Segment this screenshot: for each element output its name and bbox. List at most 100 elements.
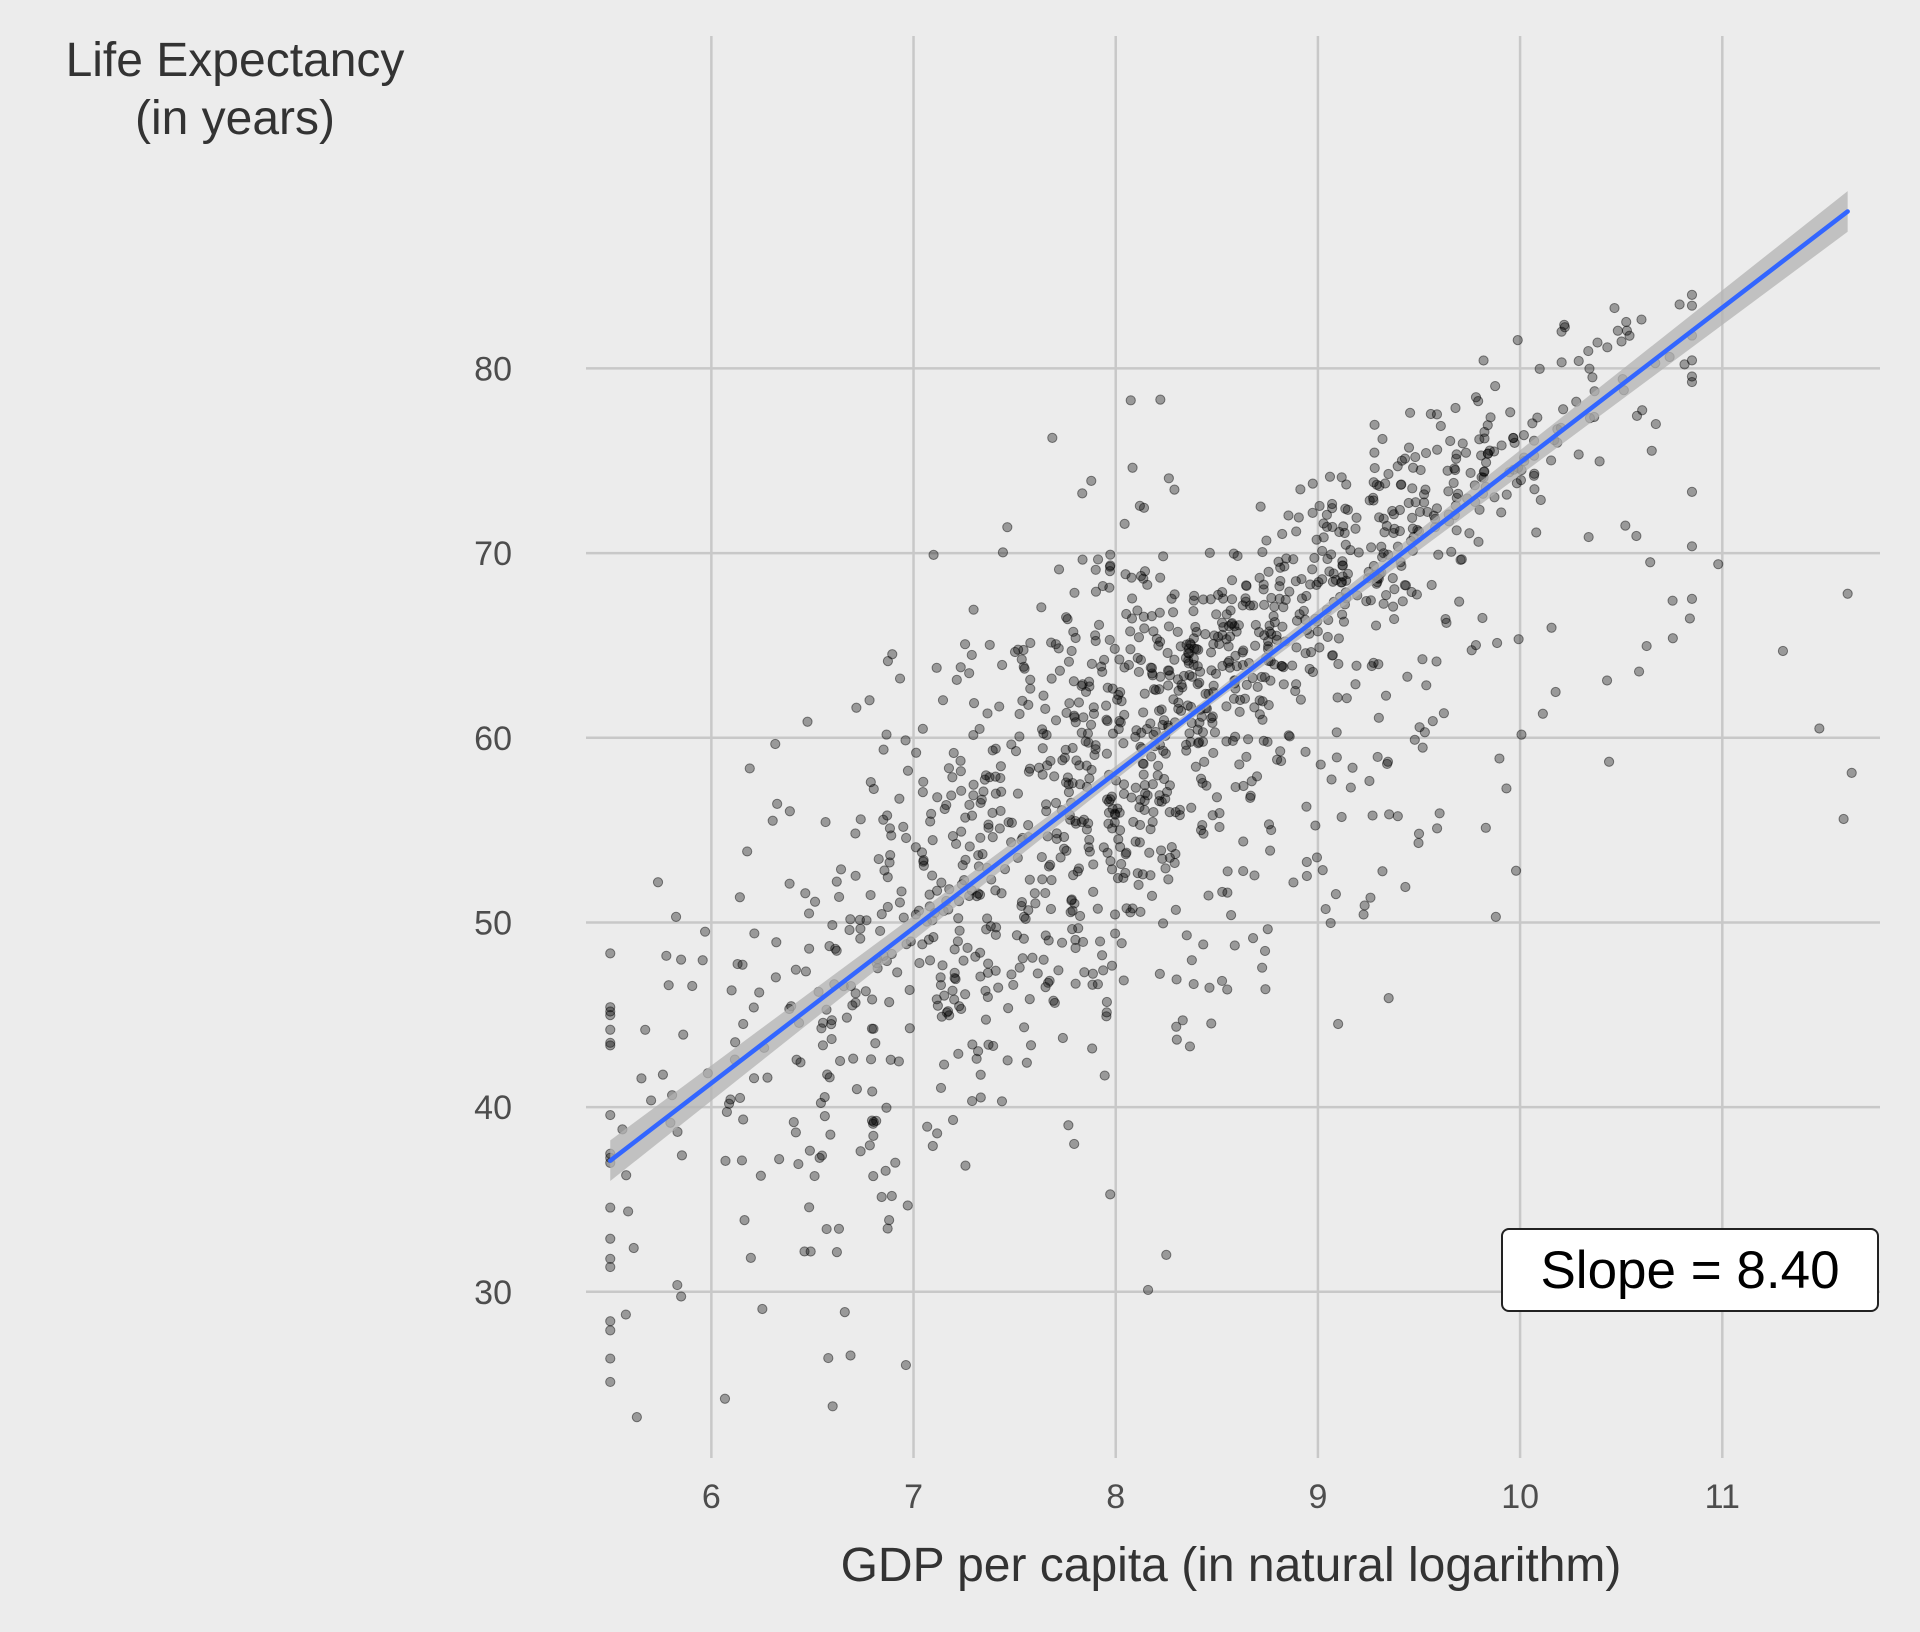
data-point [732, 958, 743, 970]
data-point [1341, 693, 1352, 704]
data-point [1074, 779, 1086, 790]
data-point [1301, 856, 1312, 868]
data-point [804, 943, 815, 954]
data-point [1119, 662, 1130, 673]
data-point [878, 814, 889, 825]
x-tick-label: 9 [1308, 1478, 1327, 1516]
data-point [1417, 742, 1428, 753]
data-point [1084, 846, 1095, 857]
data-point [1076, 816, 1087, 828]
data-point [1086, 475, 1097, 486]
data-point [1147, 668, 1158, 679]
data-point [962, 942, 973, 953]
data-point [1838, 813, 1849, 825]
data-point [1529, 484, 1540, 495]
data-point [1318, 532, 1329, 543]
data-point [1156, 796, 1167, 807]
data-point [605, 1316, 616, 1327]
data-point [1232, 550, 1243, 562]
data-point [1425, 408, 1436, 420]
data-point [1246, 776, 1257, 787]
data-point [990, 922, 1002, 933]
data-point [1645, 557, 1656, 568]
data-point [927, 870, 938, 881]
data-point [1088, 708, 1100, 719]
data-point [995, 772, 1006, 784]
data-point [1078, 712, 1089, 723]
data-point [1476, 450, 1487, 461]
data-point [926, 808, 937, 819]
data-point [742, 846, 753, 857]
data-point [1226, 910, 1237, 921]
data-point [1216, 975, 1228, 987]
data-point [1097, 666, 1108, 678]
data-point [1066, 894, 1077, 905]
data-point [1372, 751, 1383, 763]
data-point [1023, 820, 1034, 831]
data-point [1311, 852, 1323, 863]
data-point [1364, 775, 1375, 787]
data-point [1046, 874, 1057, 886]
data-point [1207, 711, 1218, 722]
data-point [744, 763, 755, 774]
data-point [1125, 626, 1136, 637]
data-point [1114, 825, 1126, 836]
data-point [1077, 936, 1089, 948]
data-point [1018, 661, 1029, 672]
data-point [966, 1095, 978, 1107]
data-point [1631, 530, 1642, 542]
data-point [975, 832, 986, 843]
data-point [1265, 845, 1276, 856]
data-point [1053, 564, 1065, 575]
data-point [1044, 975, 1055, 986]
data-point [1157, 719, 1168, 731]
data-point [676, 1150, 688, 1161]
data-point [1197, 736, 1209, 747]
data-point [1200, 629, 1211, 640]
data-point [1240, 593, 1251, 604]
data-point [1380, 690, 1392, 701]
data-point [1059, 752, 1070, 763]
data-point [871, 1115, 882, 1126]
data-point [1135, 570, 1147, 582]
data-point [1154, 968, 1165, 980]
data-point [966, 810, 978, 821]
data-point [721, 1106, 732, 1118]
data-point [1106, 864, 1118, 875]
data-point [1094, 936, 1106, 947]
data-point [855, 814, 866, 825]
data-point [1612, 325, 1623, 336]
data-point [1081, 824, 1092, 835]
data-point [1069, 1138, 1080, 1150]
data-point [1451, 449, 1462, 460]
data-point [1092, 979, 1103, 990]
data-point [1083, 737, 1094, 748]
data-point [1126, 792, 1137, 803]
data-point [1050, 639, 1061, 650]
data-point [1154, 636, 1166, 647]
data-point [1160, 793, 1171, 804]
data-point [884, 1215, 895, 1226]
data-point [927, 835, 938, 846]
data-point [1109, 808, 1121, 819]
data-point [1156, 704, 1167, 715]
data-point [1490, 911, 1501, 923]
data-point [1442, 465, 1453, 476]
data-point [1195, 773, 1207, 784]
data-point [661, 950, 672, 961]
data-point [1266, 824, 1277, 836]
data-point [1142, 1284, 1154, 1296]
data-point [927, 1140, 938, 1152]
data-point [879, 865, 890, 876]
data-point [983, 819, 994, 830]
data-point [882, 656, 894, 667]
data-point [1358, 909, 1369, 920]
data-point [1373, 712, 1384, 723]
data-point [1624, 330, 1635, 341]
data-point [748, 1073, 760, 1084]
data-point [817, 1040, 829, 1051]
data-point [636, 1073, 647, 1084]
data-point [1262, 736, 1273, 747]
data-point [1381, 589, 1392, 601]
data-point [953, 913, 964, 924]
